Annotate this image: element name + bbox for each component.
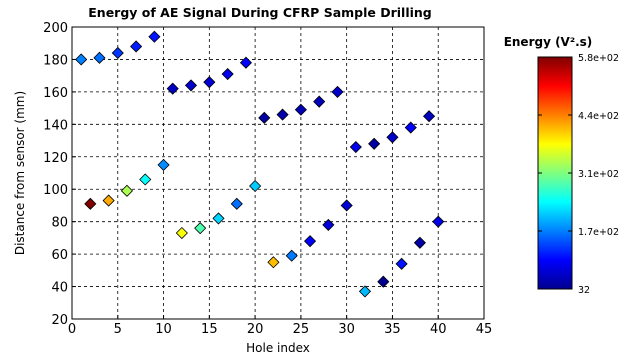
data-point-diamond (294, 103, 307, 116)
y-tick-label: 100 (43, 183, 68, 198)
data-point-diamond (423, 110, 436, 123)
x-tick-label: 45 (476, 322, 493, 337)
y-tick-label: 60 (51, 248, 68, 263)
y-axis-ticks: 20 40 60 80 100 120 140 160 180 200 (43, 21, 76, 328)
y-tick-label: 180 (43, 53, 68, 68)
data-point-diamond (230, 197, 243, 210)
data-point-diamond (212, 212, 225, 225)
plot-area-frame (71, 26, 485, 320)
y-tick-label: 40 (51, 281, 68, 296)
data-point-diamond (239, 56, 253, 69)
data-point-diamond (139, 173, 152, 186)
data-point-diamond (221, 67, 234, 81)
y-tick-label: 80 (51, 216, 68, 231)
colorbar-ticks: 32 1.7e+02 3.1e+02 4.4e+02 5.8e+02 (538, 53, 619, 296)
data-points (75, 30, 445, 298)
data-point-diamond (276, 108, 289, 121)
data-point-diamond (203, 76, 216, 89)
data-point-diamond (413, 236, 426, 249)
x-tick-label: 20 (247, 322, 264, 337)
data-point-diamond (340, 199, 353, 212)
x-axis-ticks: 0 5 10 15 20 25 30 35 40 45 (68, 315, 492, 337)
data-point-diamond (358, 285, 372, 298)
x-tick-label: 40 (430, 322, 447, 337)
colorbar-label: Energy (V².s) (504, 35, 593, 49)
data-point-diamond (432, 215, 445, 228)
data-point-diamond (166, 82, 179, 95)
x-tick-label: 35 (384, 322, 401, 337)
data-point-diamond (102, 194, 115, 207)
data-point-diamond (184, 79, 198, 92)
x-tick-label: 5 (114, 322, 122, 337)
grid (72, 27, 484, 319)
data-point-diamond (93, 51, 106, 64)
data-point-diamond (313, 95, 326, 108)
data-point-diamond (349, 140, 362, 154)
data-point-diamond (303, 235, 317, 248)
data-point-diamond (157, 158, 170, 171)
data-point-diamond (120, 184, 133, 197)
colorbar-tick-label: 4.4e+02 (578, 111, 619, 122)
data-point-diamond (377, 275, 390, 288)
data-point-diamond (75, 53, 88, 66)
colorbar-tick-label: 32 (578, 285, 590, 296)
data-point-diamond (386, 131, 399, 144)
x-tick-label: 25 (293, 322, 310, 337)
data-point-diamond (368, 137, 381, 150)
y-tick-label: 200 (43, 21, 68, 36)
data-point-diamond (148, 30, 161, 43)
x-tick-label: 30 (338, 322, 355, 337)
data-point-diamond (175, 226, 188, 240)
colorbar-tick-label: 1.7e+02 (578, 227, 619, 238)
data-point-diamond (84, 197, 97, 210)
x-axis-label: Hole index (246, 341, 310, 355)
x-tick-label: 15 (201, 322, 218, 337)
colorbar (537, 56, 573, 290)
y-tick-label: 160 (43, 86, 68, 101)
data-point-diamond (404, 121, 417, 134)
x-tick-label: 0 (68, 322, 76, 337)
y-tick-label: 20 (51, 313, 68, 328)
data-point-diamond (395, 257, 408, 270)
data-point-diamond (258, 111, 271, 124)
data-point-diamond (111, 46, 124, 60)
y-axis-label: Distance from sensor (mm) (13, 91, 27, 255)
colorbar-tick-label: 3.1e+02 (578, 169, 619, 180)
data-point-diamond (285, 249, 298, 262)
data-point-diamond (194, 222, 207, 235)
data-point-diamond (249, 179, 262, 193)
data-point-diamond (331, 85, 344, 98)
data-point-diamond (322, 218, 335, 231)
y-tick-label: 140 (43, 118, 68, 133)
chart-title: Energy of AE Signal During CFRP Sample D… (88, 5, 432, 20)
data-point-diamond (130, 40, 143, 53)
colorbar-tick-label: 5.8e+02 (578, 53, 619, 64)
y-tick-label: 120 (43, 151, 68, 166)
data-point-diamond (267, 256, 280, 269)
x-tick-label: 10 (155, 322, 172, 337)
